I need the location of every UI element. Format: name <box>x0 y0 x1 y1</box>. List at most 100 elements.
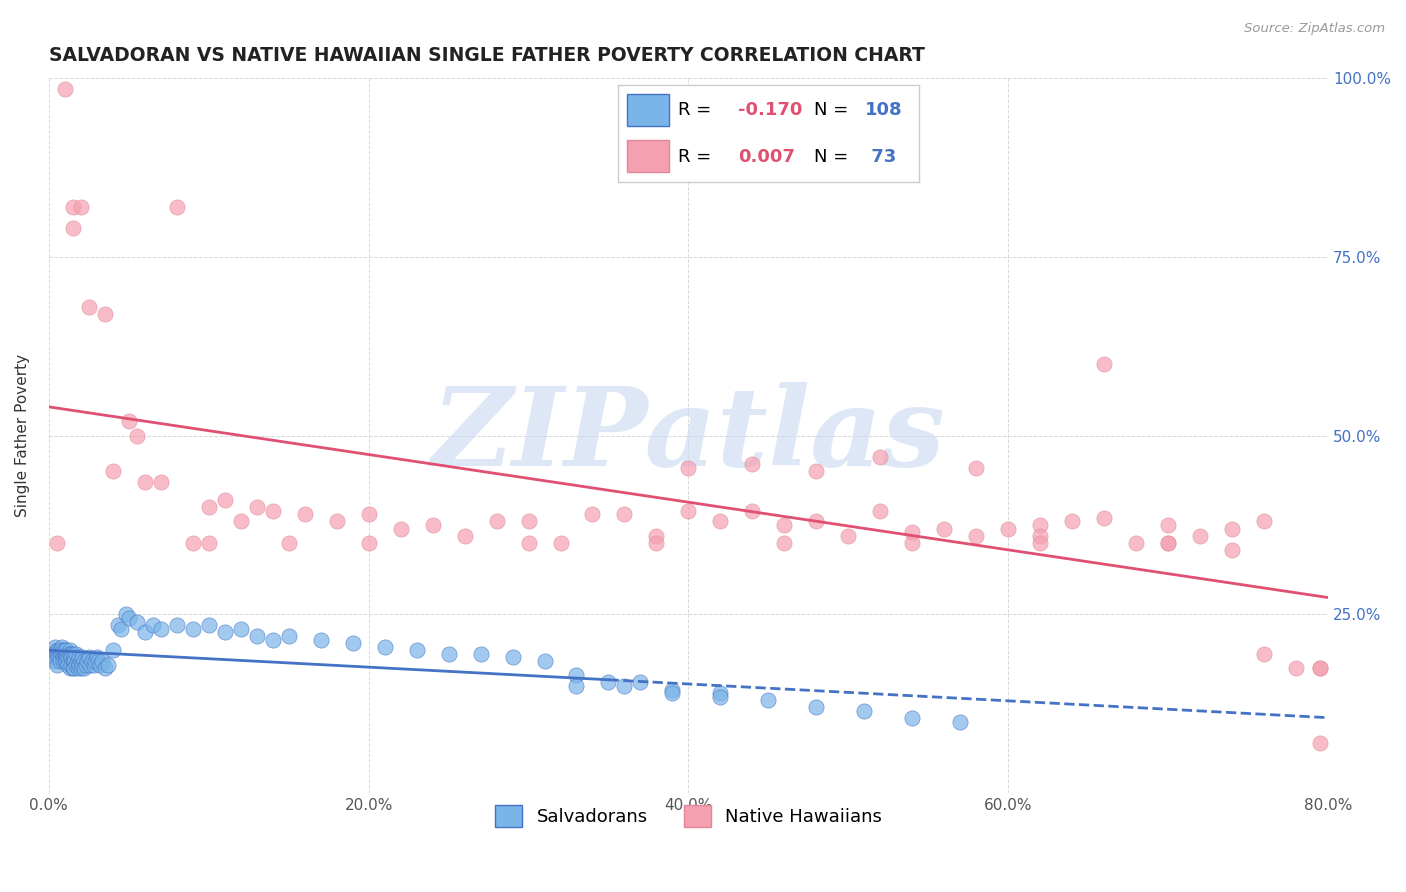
Point <box>65 647 87 661</box>
Point <box>56 654 79 668</box>
Point <box>46 643 69 657</box>
Point <box>934 522 956 536</box>
Point <box>901 525 924 540</box>
Point <box>166 618 188 632</box>
Point <box>1309 661 1331 675</box>
Point <box>60 647 83 661</box>
Point <box>58 661 80 675</box>
Point <box>661 686 683 700</box>
Point <box>565 679 588 693</box>
Point <box>56 647 79 661</box>
Point <box>76 654 98 668</box>
Point <box>60 650 83 665</box>
Point <box>901 711 924 725</box>
Point <box>101 643 124 657</box>
Point <box>949 714 972 729</box>
Point <box>1220 522 1243 536</box>
Point <box>45 657 67 672</box>
Point <box>41 647 63 661</box>
Point <box>72 650 94 665</box>
Point <box>661 682 683 697</box>
Point <box>1092 357 1115 371</box>
Point <box>73 661 96 675</box>
Point <box>93 307 115 321</box>
Point <box>114 607 136 622</box>
Point <box>125 615 148 629</box>
Point <box>277 629 299 643</box>
Point <box>405 643 427 657</box>
Point <box>357 536 380 550</box>
Point <box>51 643 73 657</box>
Point <box>62 200 84 214</box>
Point <box>262 632 284 647</box>
Point <box>806 464 828 478</box>
Point <box>77 650 100 665</box>
Point <box>197 618 219 632</box>
Point <box>1309 661 1331 675</box>
Point <box>1220 543 1243 558</box>
Point <box>51 640 73 654</box>
Point <box>62 221 84 235</box>
Point <box>246 629 269 643</box>
Point <box>853 704 876 718</box>
Point <box>83 657 105 672</box>
Point <box>1253 647 1275 661</box>
Point <box>62 647 84 661</box>
Point <box>294 508 316 522</box>
Point <box>53 650 76 665</box>
Point <box>1125 536 1147 550</box>
Point <box>1253 515 1275 529</box>
Point <box>630 675 652 690</box>
Point <box>1157 518 1180 533</box>
Point <box>197 500 219 515</box>
Point <box>470 647 492 661</box>
Point <box>1029 518 1052 533</box>
Point <box>869 450 891 464</box>
Point <box>134 625 156 640</box>
Point <box>645 529 668 543</box>
Point <box>342 636 364 650</box>
Point <box>69 661 91 675</box>
Point <box>357 508 380 522</box>
Point <box>89 657 111 672</box>
Point <box>1285 661 1308 675</box>
Point <box>67 657 90 672</box>
Point <box>53 643 76 657</box>
Point <box>101 464 124 478</box>
Point <box>901 536 924 550</box>
Point <box>42 650 65 665</box>
Point <box>613 508 636 522</box>
Point <box>550 536 572 550</box>
Point <box>45 536 67 550</box>
Point <box>709 690 731 704</box>
Point <box>49 654 72 668</box>
Point <box>52 643 75 657</box>
Point <box>181 536 204 550</box>
Point <box>422 518 444 533</box>
Point <box>214 625 236 640</box>
Point <box>1189 529 1212 543</box>
Point <box>645 536 668 550</box>
Point <box>1157 536 1180 550</box>
Point <box>773 536 796 550</box>
Point <box>62 654 84 668</box>
Point <box>325 515 347 529</box>
Point <box>49 643 72 657</box>
Point <box>49 650 72 665</box>
Point <box>1029 536 1052 550</box>
Point <box>60 657 83 672</box>
Point <box>79 657 101 672</box>
Point <box>58 643 80 657</box>
Point <box>517 515 540 529</box>
Point <box>1309 736 1331 750</box>
Point <box>118 611 141 625</box>
Point <box>69 200 91 214</box>
Point <box>181 622 204 636</box>
Point <box>110 622 132 636</box>
Text: ZIPatlas: ZIPatlas <box>432 382 945 490</box>
Point <box>125 428 148 442</box>
Point <box>51 647 73 661</box>
Point <box>758 693 780 707</box>
Point <box>709 515 731 529</box>
Point <box>214 493 236 508</box>
